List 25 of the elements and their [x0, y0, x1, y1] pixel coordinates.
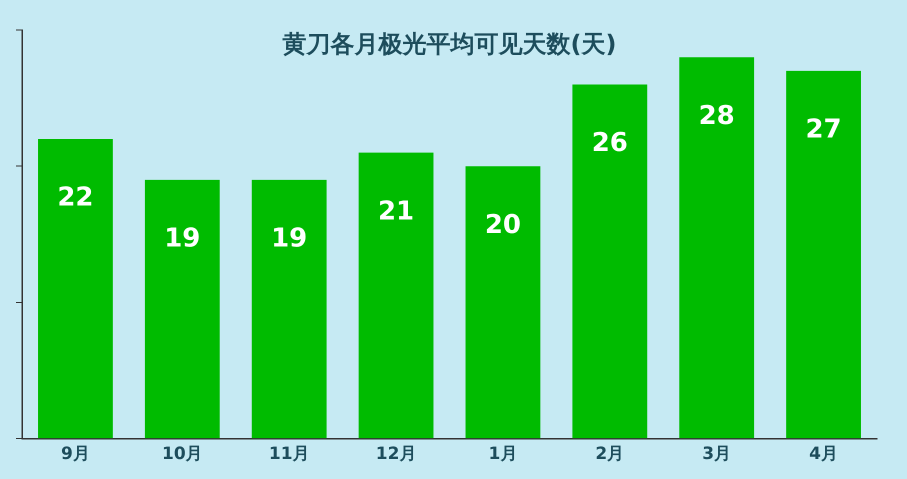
x-tick-label: 2月	[595, 444, 624, 464]
data-label: 20	[484, 210, 522, 240]
bar	[252, 180, 327, 438]
data-label: 26	[592, 128, 628, 158]
chart-title: 黄刀各月极光平均可见天数(天)	[282, 30, 616, 58]
bar	[572, 84, 648, 438]
data-label: 27	[805, 114, 842, 145]
bar	[144, 180, 220, 438]
bar	[679, 57, 754, 438]
x-tick-label: 12月	[376, 444, 416, 464]
data-label: 28	[698, 100, 735, 131]
bar	[358, 152, 434, 438]
bar	[38, 138, 113, 438]
x-tick-label: 4月	[809, 444, 838, 464]
data-label: 22	[57, 182, 94, 213]
bar	[786, 70, 861, 438]
x-tick-label: 3月	[702, 444, 732, 464]
x-tick-label: 11月	[268, 444, 310, 464]
data-label: 21	[378, 196, 414, 226]
x-tick-label: 10月	[162, 444, 203, 464]
x-tick-label: 1月	[488, 444, 518, 464]
x-tick-label: 9月	[61, 444, 90, 464]
data-label: 19	[271, 224, 308, 254]
data-label: 19	[164, 224, 200, 254]
bar	[466, 166, 540, 438]
